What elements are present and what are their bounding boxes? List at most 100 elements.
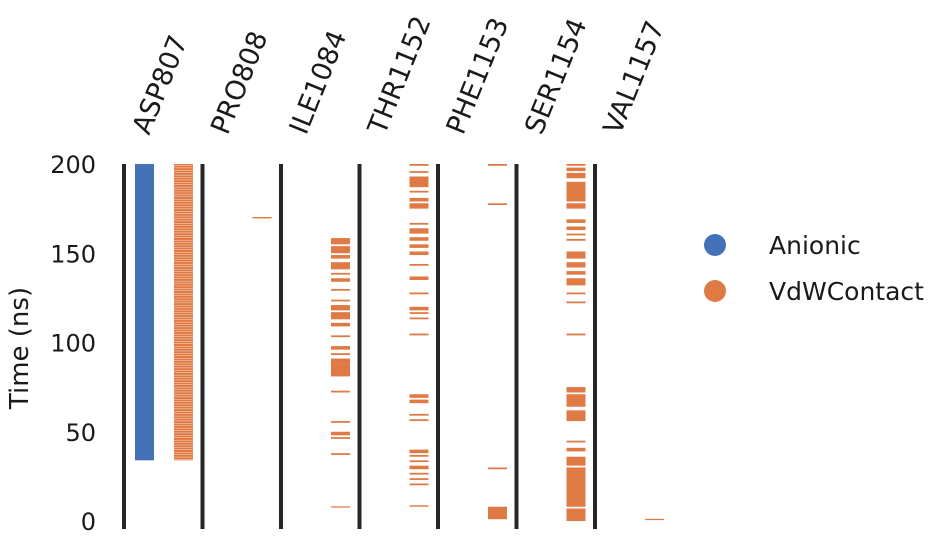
- vdw-bar-ile1084: [331, 288, 350, 291]
- vdw-bar-thr1152: [409, 460, 429, 463]
- vdw-bar-ser1154: [566, 238, 586, 241]
- vdw-bar-ser1154: [566, 394, 586, 407]
- vdw-bar-ser1154: [566, 292, 586, 295]
- vdw-bar-thr1152: [409, 263, 429, 266]
- vdw-bar-ile1084: [331, 312, 350, 320]
- vdw-bar-thr1152: [409, 244, 429, 248]
- vdw-bar-thr1152: [409, 176, 429, 188]
- vdw-bar-phe1153: [488, 164, 507, 166]
- vdw-bar-thr1152: [409, 449, 429, 454]
- category-label-val1157: VAL1157: [598, 17, 671, 139]
- vdw-bar-ser1154: [566, 440, 586, 443]
- vdw-bar-thr1152: [409, 292, 429, 295]
- vdw-bar-phe1153: [488, 506, 507, 520]
- vdw-bar-ser1154: [566, 387, 586, 393]
- vdw-bar-pro808: [252, 217, 272, 219]
- vdw-bar-ser1154: [566, 508, 586, 521]
- vdw-bar-ser1154: [566, 301, 586, 304]
- vdw-bar-thr1152: [409, 222, 429, 225]
- vdw-bar-thr1152: [409, 251, 429, 256]
- vdw-bar-ile1084: [331, 246, 350, 254]
- vdw-bar-thr1152: [409, 203, 429, 209]
- vdw-bar-thr1152: [409, 171, 429, 173]
- legend-marker-anionic: [704, 234, 726, 256]
- vdw-bar-ser1154: [566, 251, 586, 259]
- y-axis-ticks: 0 50 100 150 200: [50, 151, 96, 536]
- vdw-bar-thr1152: [409, 413, 429, 416]
- vdw-bar-ser1154: [566, 278, 586, 286]
- vdw-bar-ile1084: [331, 431, 350, 436]
- vdw-bar-thr1152: [409, 399, 429, 404]
- vdw-bar-ser1154: [566, 172, 586, 179]
- legend-label-anionic: Anionic: [769, 231, 861, 260]
- vdw-bar-thr1152: [409, 164, 429, 166]
- vdw-bar-ile1084: [331, 453, 350, 455]
- vdw-bar-ser1154: [566, 456, 586, 466]
- legend-marker-vdwcontact: [704, 280, 726, 302]
- vdw-bar-thr1152: [409, 228, 429, 234]
- y-tick-label: 100: [50, 330, 96, 358]
- category-labels: ASP807 PRO808 ILE1084 THR1152 PHE1153 SER1154…: [127, 12, 671, 140]
- y-axis-title: Time (ns): [5, 287, 35, 410]
- y-tick-label: 50: [65, 419, 96, 447]
- vdw-bar-thr1152: [409, 472, 429, 475]
- vdw-bar-thr1152: [409, 276, 429, 281]
- vdw-bar-thr1152: [409, 394, 429, 398]
- vdw-bar-ile1084: [331, 346, 350, 350]
- vdw-bar-ile1084: [331, 262, 350, 270]
- vdw-bar-thr1152: [409, 419, 429, 422]
- vdw-bar-asp807: [174, 164, 193, 461]
- vdw-bar-ile1084: [331, 299, 350, 302]
- event-bars: [135, 164, 664, 521]
- category-label-pro808: PRO808: [205, 27, 274, 139]
- vdw-bar-ser1154: [566, 226, 586, 231]
- vdw-bar-ile1084: [331, 437, 350, 439]
- vdw-bar-thr1152: [409, 306, 429, 311]
- column-dividers: [122, 164, 597, 529]
- anionic-bar-asp807: [135, 164, 154, 461]
- vdw-bar-ser1154: [566, 410, 586, 422]
- vdw-bar-ile1084: [331, 358, 350, 364]
- vdw-bar-val1157: [645, 518, 664, 521]
- category-label-phe1153: PHE1153: [441, 14, 516, 139]
- vdw-bar-ser1154: [566, 271, 586, 275]
- vdw-bar-thr1152: [409, 317, 429, 320]
- vdw-bar-ile1084: [331, 238, 350, 245]
- vdw-bar-ser1154: [566, 233, 586, 236]
- vdw-bar-thr1152: [409, 505, 429, 507]
- vdw-bar-ile1084: [331, 305, 350, 311]
- vdw-bar-thr1152: [409, 312, 429, 314]
- vdw-bar-thr1152: [409, 478, 429, 480]
- vdw-bar-ile1084: [331, 363, 350, 377]
- category-label-asp807: ASP807: [127, 31, 194, 139]
- vdw-bar-ile1084: [331, 322, 350, 327]
- vdw-bar-ile1084: [331, 272, 350, 275]
- vdw-bar-ile1084: [331, 421, 350, 423]
- vdw-bar-thr1152: [409, 190, 429, 193]
- vdw-bar-thr1152: [409, 454, 429, 457]
- vdw-bar-ser1154: [566, 467, 586, 507]
- y-tick-label: 200: [50, 151, 96, 179]
- vdw-bar-phe1153: [488, 203, 507, 206]
- vdw-bar-ser1154: [566, 333, 586, 336]
- category-label-thr1152: THR1152: [362, 12, 438, 140]
- category-label-ser1154: SER1154: [519, 14, 593, 138]
- vdw-bar-ile1084: [331, 353, 350, 355]
- vdw-bar-thr1152: [409, 197, 429, 202]
- vdw-bar-ile1084: [331, 335, 350, 338]
- vdw-bar-ser1154: [566, 181, 586, 202]
- vdw-bar-ser1154: [566, 262, 586, 268]
- vdw-bar-ile1084: [331, 278, 350, 282]
- legend-label-vdwcontact: VdWContact: [769, 277, 924, 306]
- vdw-bar-thr1152: [409, 483, 429, 486]
- vdw-bar-thr1152: [409, 465, 429, 470]
- category-label-ile1084: ILE1084: [284, 26, 353, 138]
- vdw-bar-ile1084: [331, 390, 350, 393]
- vdw-bar-ser1154: [566, 164, 586, 166]
- vdw-bar-phe1153: [488, 467, 507, 470]
- y-tick-label: 150: [50, 240, 96, 268]
- vdw-bar-ser1154: [566, 203, 586, 209]
- vdw-bar-thr1152: [409, 333, 429, 336]
- y-tick-label: 0: [81, 508, 96, 536]
